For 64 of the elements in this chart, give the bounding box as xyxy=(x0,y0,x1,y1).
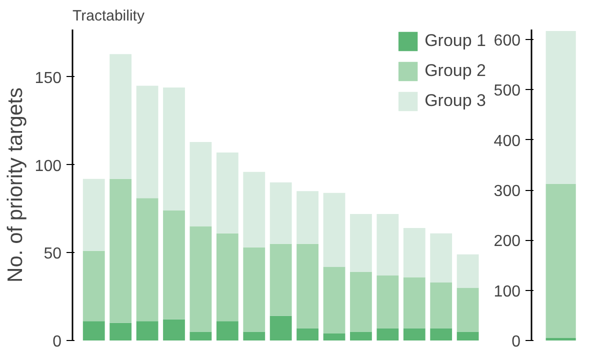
bar xyxy=(163,87,185,210)
legend-label: Group 3 xyxy=(424,91,486,111)
bar xyxy=(163,319,185,340)
bar xyxy=(350,332,372,340)
y-tick-label: 100 xyxy=(34,158,62,175)
bar xyxy=(190,332,212,340)
bar xyxy=(270,244,292,316)
y-tick-label: 300 xyxy=(494,183,521,200)
bar xyxy=(350,214,372,272)
bar xyxy=(546,184,576,338)
bar xyxy=(456,288,479,332)
bar xyxy=(376,275,399,328)
bar xyxy=(430,233,452,283)
bar xyxy=(136,321,158,340)
bar xyxy=(546,338,576,340)
bar xyxy=(82,321,105,340)
y-tick-label: 600 xyxy=(494,32,521,50)
bar xyxy=(456,332,479,340)
y-tick-label: 500 xyxy=(494,82,521,100)
bar xyxy=(403,328,426,340)
bar xyxy=(136,86,158,198)
bar xyxy=(110,54,132,179)
bar xyxy=(216,152,238,234)
bar xyxy=(456,254,479,288)
y-tick-label: 400 xyxy=(494,132,521,150)
legend-label: Group 1 xyxy=(424,31,486,51)
bar xyxy=(243,247,266,332)
y-tick-label: 200 xyxy=(494,233,521,250)
chart-title: Tractability xyxy=(72,8,145,24)
bar xyxy=(82,178,105,251)
bar xyxy=(270,316,292,340)
bar xyxy=(323,266,346,334)
bar xyxy=(350,272,372,332)
bar xyxy=(82,250,105,322)
bar xyxy=(546,31,576,184)
bar xyxy=(190,142,212,226)
bar xyxy=(376,328,399,340)
bar xyxy=(243,332,266,340)
bar xyxy=(296,328,318,340)
bar xyxy=(430,282,452,328)
bar xyxy=(243,172,266,248)
bar xyxy=(403,277,426,328)
bar xyxy=(376,214,399,276)
bar xyxy=(270,182,292,244)
bar xyxy=(136,198,158,322)
bar xyxy=(296,191,318,244)
bar xyxy=(323,192,346,267)
y-tick-label: 0 xyxy=(512,334,521,350)
y-axis-title: No. of priority targets xyxy=(4,88,27,282)
bar xyxy=(216,321,238,340)
bar xyxy=(323,333,346,340)
bar xyxy=(430,328,452,340)
legend-label: Group 2 xyxy=(424,61,486,81)
bar xyxy=(110,322,132,340)
y-tick-label: 0 xyxy=(52,334,62,350)
bar xyxy=(163,210,185,320)
y-tick-label: 50 xyxy=(44,246,62,263)
bar xyxy=(403,228,426,278)
bar xyxy=(110,178,132,323)
bar xyxy=(190,226,212,332)
bar xyxy=(216,233,238,322)
bar xyxy=(296,244,318,328)
y-tick-label: 100 xyxy=(494,283,521,300)
y-tick-label: 150 xyxy=(34,70,62,87)
